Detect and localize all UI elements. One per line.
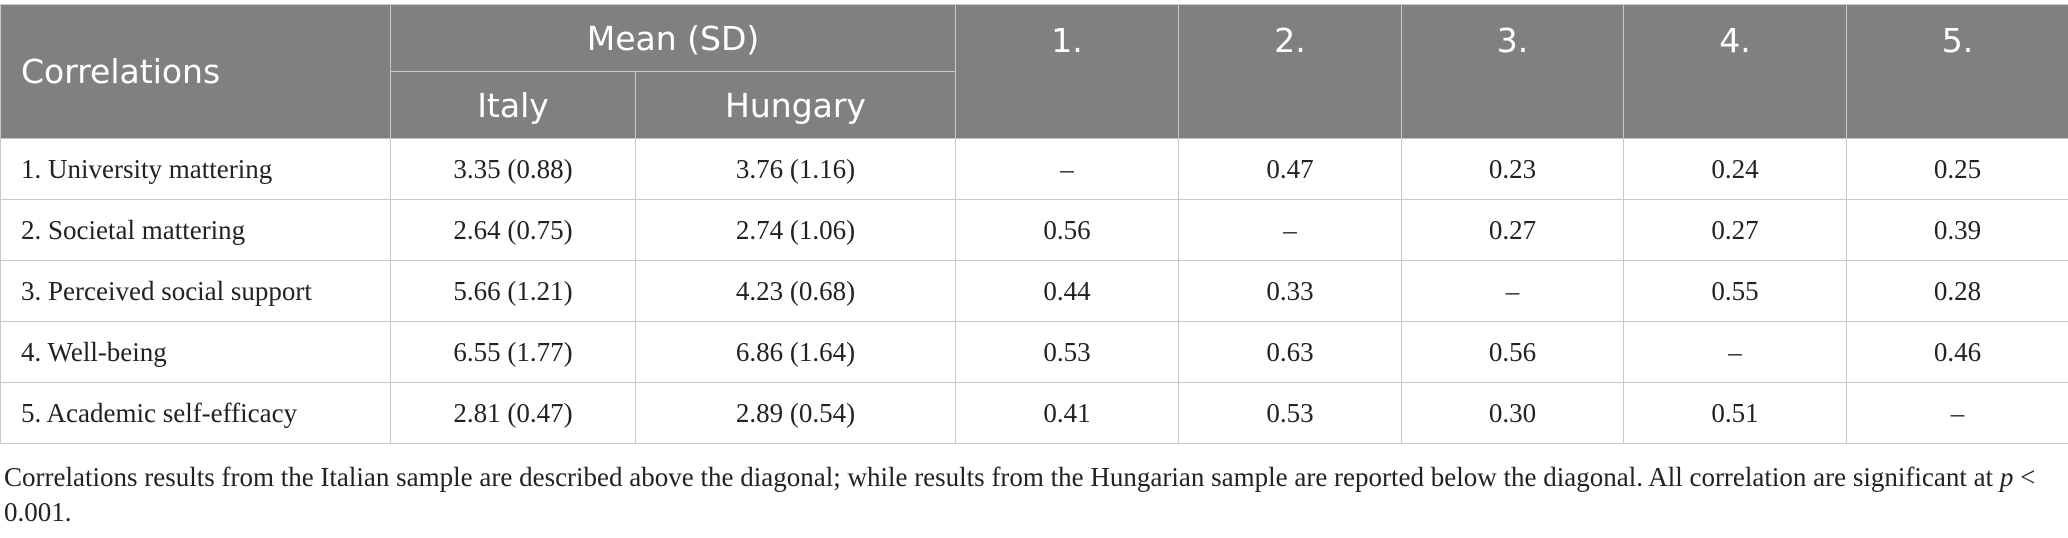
italy-mean-sd: 5.66 (1.21): [390, 260, 636, 322]
corr-cell: 0.46: [1846, 321, 2068, 383]
table-header: Correlations Mean (SD) 1. 2. 3. 4. 5. It…: [0, 4, 2068, 139]
table-row: 3. Perceived social support 5.66 (1.21) …: [0, 260, 2068, 322]
corr-cell: 0.24: [1623, 138, 1848, 200]
corr-cell: 0.28: [1846, 260, 2068, 322]
corr-cell: 0.53: [955, 321, 1180, 383]
correlation-table-container: Correlations Mean (SD) 1. 2. 3. 4. 5. It…: [0, 4, 2068, 444]
corr-cell: 0.27: [1623, 199, 1848, 261]
table-row: 1. University mattering 3.35 (0.88) 3.76…: [0, 138, 2068, 200]
corr-cell: 0.30: [1401, 382, 1625, 444]
corr-cell: 0.27: [1401, 199, 1625, 261]
corr-cell: 0.41: [955, 382, 1180, 444]
corr-cell: 0.47: [1178, 138, 1403, 200]
table-row: 4. Well-being 6.55 (1.77) 6.86 (1.64) 0.…: [0, 321, 2068, 383]
footnote-p-value: < 0.001.: [4, 462, 2036, 527]
hungary-mean-sd: 3.76 (1.16): [634, 138, 957, 200]
header-col-4: 4.: [1623, 4, 1848, 139]
corr-cell: 0.51: [1623, 382, 1848, 444]
corr-cell: –: [1401, 260, 1625, 322]
header-col-3: 3.: [1401, 4, 1625, 139]
header-italy: Italy: [390, 71, 636, 139]
table-row: 5. Academic self-efficacy 2.81 (0.47) 2.…: [0, 382, 2068, 444]
corr-cell: –: [955, 138, 1180, 200]
footnote-p-symbol: p: [1999, 462, 2014, 492]
correlation-table: Correlations Mean (SD) 1. 2. 3. 4. 5. It…: [0, 4, 2068, 444]
header-col-1: 1.: [955, 4, 1180, 139]
corr-cell: 0.39: [1846, 199, 2068, 261]
corr-cell: 0.23: [1401, 138, 1625, 200]
corr-cell: –: [1623, 321, 1848, 383]
header-col-5: 5.: [1846, 4, 2068, 139]
italy-mean-sd: 2.81 (0.47): [390, 382, 636, 444]
header-col-2: 2.: [1178, 4, 1403, 139]
footnote-text: Correlations results from the Italian sa…: [4, 462, 2000, 492]
italy-mean-sd: 2.64 (0.75): [390, 199, 636, 261]
corr-cell: 0.44: [955, 260, 1180, 322]
row-label: 4. Well-being: [0, 321, 391, 383]
corr-cell: 0.25: [1846, 138, 2068, 200]
corr-cell: 0.55: [1623, 260, 1848, 322]
row-label: 5. Academic self-efficacy: [0, 382, 391, 444]
hungary-mean-sd: 4.23 (0.68): [634, 260, 957, 322]
row-label: 1. University mattering: [0, 138, 391, 200]
hungary-mean-sd: 6.86 (1.64): [634, 321, 957, 383]
header-hungary: Hungary: [634, 71, 957, 139]
table-body: 1. University mattering 3.35 (0.88) 3.76…: [0, 138, 2068, 444]
header-correlations: Correlations: [0, 4, 391, 139]
hungary-mean-sd: 2.74 (1.06): [634, 199, 957, 261]
corr-cell: 0.56: [955, 199, 1180, 261]
corr-cell: –: [1178, 199, 1403, 261]
hungary-mean-sd: 2.89 (0.54): [634, 382, 957, 444]
corr-cell: 0.63: [1178, 321, 1403, 383]
corr-cell: 0.56: [1401, 321, 1625, 383]
row-label: 3. Perceived social support: [0, 260, 391, 322]
row-label: 2. Societal mattering: [0, 199, 391, 261]
corr-cell: 0.53: [1178, 382, 1403, 444]
corr-cell: –: [1846, 382, 2068, 444]
header-mean-sd: Mean (SD): [389, 4, 957, 72]
italy-mean-sd: 3.35 (0.88): [390, 138, 636, 200]
italy-mean-sd: 6.55 (1.77): [390, 321, 636, 383]
corr-cell: 0.33: [1178, 260, 1403, 322]
table-row: 2. Societal mattering 2.64 (0.75) 2.74 (…: [0, 199, 2068, 261]
table-footnote: Correlations results from the Italian sa…: [4, 460, 2044, 530]
